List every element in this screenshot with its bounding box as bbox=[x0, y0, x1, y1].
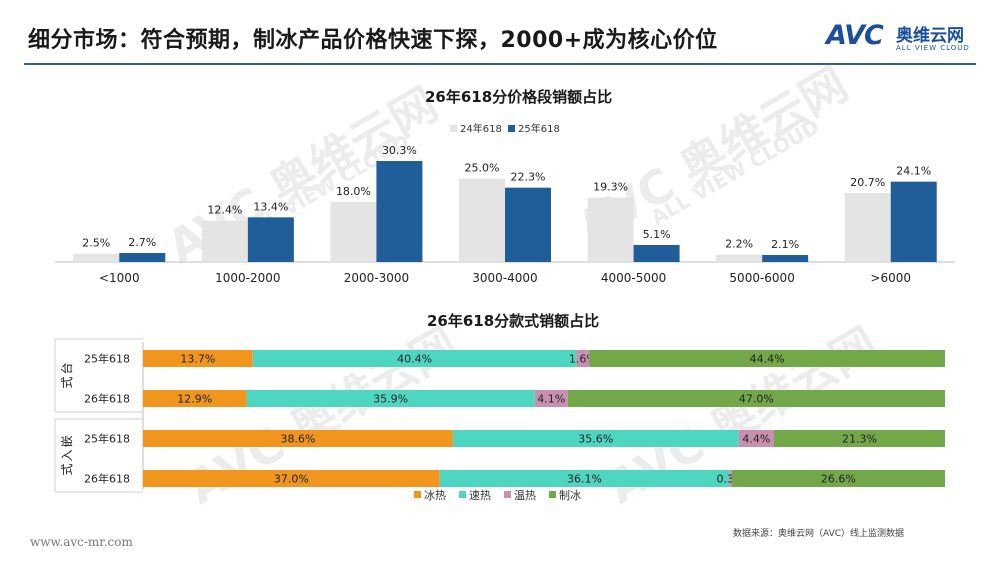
price-bar-label: 2.1% bbox=[771, 238, 799, 251]
style-row-label: 26年618 bbox=[84, 392, 130, 406]
price-bar bbox=[73, 253, 120, 262]
price-bar bbox=[376, 161, 423, 262]
price-chart-title: 26年618分价格段销额占比 bbox=[425, 88, 613, 106]
price-category-label: 3000-4000 bbox=[472, 271, 537, 285]
style-bar-segment bbox=[534, 390, 568, 407]
avc-logo: AVC 奥维云网 ALL VIEW CLOUD bbox=[826, 20, 976, 56]
style-bar-segment bbox=[246, 390, 535, 407]
price-bar bbox=[459, 178, 505, 262]
style-segment-label: 36.1% bbox=[567, 473, 602, 486]
price-bar-label: 12.4% bbox=[207, 204, 242, 217]
price-bar-label: 22.3% bbox=[511, 171, 546, 184]
style-row-label: 26年618 bbox=[84, 472, 130, 486]
price-bar bbox=[844, 193, 891, 262]
price-bar-label: 19.3% bbox=[593, 181, 628, 194]
style-bar-segment bbox=[729, 470, 732, 487]
style-legend-swatch bbox=[414, 491, 421, 498]
style-bar-segment bbox=[738, 430, 775, 447]
style-segment-label: 21.3% bbox=[842, 433, 877, 446]
page-title: 细分市场：符合预期，制冰产品价格快速下探，2000+成为核心价位 bbox=[28, 28, 718, 53]
style-legend-label: 制冰 bbox=[559, 489, 581, 502]
style-bar-segment bbox=[143, 430, 453, 447]
style-bar-segment bbox=[576, 350, 590, 367]
style-group-label: 嵌 bbox=[60, 435, 74, 447]
price-bar bbox=[716, 254, 763, 262]
style-segment-label: 38.6% bbox=[280, 433, 315, 446]
style-segment-label: 4.4% bbox=[742, 433, 770, 446]
style-bar-segment bbox=[439, 470, 730, 487]
style-bar-segment bbox=[143, 350, 253, 367]
style-segment-label: 44.4% bbox=[750, 353, 785, 366]
style-segment-label: 35.6% bbox=[578, 433, 613, 446]
style-segment-label: 40.4% bbox=[397, 353, 432, 366]
style-segment-label: 26.6% bbox=[821, 473, 856, 486]
price-legend-swatch bbox=[508, 125, 515, 132]
style-segment-label: 47.0% bbox=[739, 393, 774, 406]
style-chart-title: 26年618分款式销额占比 bbox=[427, 312, 600, 330]
price-category-label: 5000-6000 bbox=[729, 271, 794, 285]
style-segment-label: 4.1% bbox=[537, 393, 565, 406]
style-group-label: 入 bbox=[60, 449, 74, 461]
price-category-label: 1000-2000 bbox=[215, 271, 280, 285]
style-row-label: 25年618 bbox=[84, 352, 130, 366]
price-bar-label: 18.0% bbox=[336, 185, 371, 198]
price-bar bbox=[762, 255, 809, 262]
title-divider bbox=[24, 63, 976, 65]
price-bar bbox=[890, 181, 937, 262]
logo-en: ALL VIEW CLOUD bbox=[896, 44, 970, 52]
price-bar bbox=[633, 245, 680, 262]
style-segment-label: 37.0% bbox=[274, 473, 309, 486]
style-group-label: 式 bbox=[60, 376, 74, 388]
style-bar-segment bbox=[452, 430, 739, 447]
price-bar-label: 2.5% bbox=[82, 237, 110, 250]
style-segment-label: 13.7% bbox=[180, 353, 215, 366]
style-segment-label: 35.9% bbox=[373, 393, 408, 406]
price-bar-label: 25.0% bbox=[465, 162, 500, 175]
price-bar bbox=[505, 187, 551, 262]
price-legend-label: 24年618 bbox=[460, 122, 502, 135]
price-bar-label: 20.7% bbox=[850, 176, 885, 189]
style-segment-label: 12.9% bbox=[177, 393, 212, 406]
style-legend-swatch bbox=[459, 491, 466, 498]
style-bar-segment bbox=[252, 350, 577, 367]
logo-mark: AVC bbox=[826, 20, 884, 51]
price-category-label: 4000-5000 bbox=[601, 271, 666, 285]
style-bar-segment bbox=[567, 390, 945, 407]
style-bar-segment bbox=[589, 350, 945, 367]
price-bar bbox=[587, 197, 634, 262]
price-bar bbox=[330, 202, 377, 262]
style-legend-swatch bbox=[549, 491, 556, 498]
style-legend-label: 冰热 bbox=[424, 489, 446, 502]
price-category-label: >6000 bbox=[870, 271, 911, 285]
data-source-note: 数据来源：奥维云网（AVC）线上监测数据 bbox=[733, 529, 905, 539]
style-group-label: 式 bbox=[60, 463, 74, 475]
style-row-label: 25年618 bbox=[84, 432, 130, 446]
price-bar bbox=[119, 253, 166, 262]
price-bar-label: 2.2% bbox=[725, 238, 753, 251]
style-legend-label: 速热 bbox=[469, 489, 491, 502]
style-bar-segment bbox=[731, 470, 945, 487]
footer-url: www.avc-mr.com bbox=[30, 535, 133, 549]
price-category-label: <1000 bbox=[99, 271, 140, 285]
style-bar-segment bbox=[143, 470, 440, 487]
style-bar-segment bbox=[774, 430, 945, 447]
style-legend-swatch bbox=[504, 491, 511, 498]
price-bar-label: 30.3% bbox=[382, 144, 417, 157]
style-bar-segment bbox=[143, 390, 247, 407]
logo-cn: 奥维云网 bbox=[896, 26, 964, 46]
price-bar-label: 13.4% bbox=[253, 200, 288, 213]
price-bar-label: 5.1% bbox=[643, 228, 671, 241]
price-bar-label: 24.1% bbox=[896, 165, 931, 178]
price-legend-swatch bbox=[450, 125, 457, 132]
price-bar-label: 2.7% bbox=[128, 236, 156, 249]
style-legend-label: 温热 bbox=[514, 489, 536, 502]
style-group-label: 台 bbox=[59, 362, 74, 374]
price-bar bbox=[247, 217, 294, 262]
price-legend-label: 25年618 bbox=[518, 122, 560, 135]
price-category-label: 2000-3000 bbox=[344, 271, 409, 285]
price-bar bbox=[201, 220, 248, 262]
